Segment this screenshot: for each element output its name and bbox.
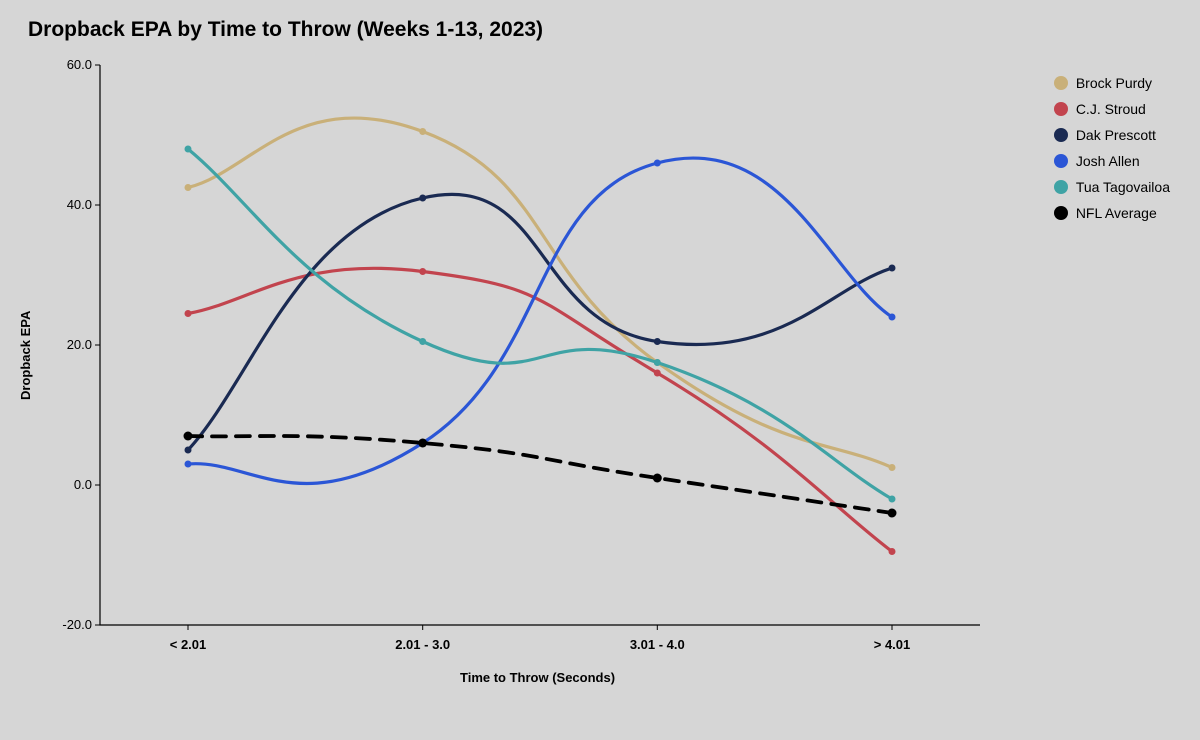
x-tick-label: 3.01 - 4.0 bbox=[630, 637, 685, 652]
series-marker bbox=[889, 464, 896, 471]
series-marker bbox=[654, 359, 661, 366]
series-marker bbox=[654, 370, 661, 377]
y-tick-label: 60.0 bbox=[42, 57, 92, 72]
legend-label: Dak Prescott bbox=[1076, 122, 1156, 148]
legend-label: C.J. Stroud bbox=[1076, 96, 1146, 122]
x-tick-label: 2.01 - 3.0 bbox=[395, 637, 450, 652]
series-marker bbox=[185, 146, 192, 153]
series-marker bbox=[889, 548, 896, 555]
chart-title: Dropback EPA by Time to Throw (Weeks 1-1… bbox=[28, 18, 543, 42]
legend-label: Josh Allen bbox=[1076, 148, 1140, 174]
legend-item: Tua Tagovailoa bbox=[1054, 174, 1170, 200]
legend-item: NFL Average bbox=[1054, 200, 1170, 226]
legend-swatch bbox=[1054, 206, 1068, 220]
legend-item: Brock Purdy bbox=[1054, 70, 1170, 96]
series-marker bbox=[418, 439, 427, 448]
legend-label: Tua Tagovailoa bbox=[1076, 174, 1170, 200]
legend-swatch bbox=[1054, 102, 1068, 116]
series-marker bbox=[185, 184, 192, 191]
plot-area bbox=[100, 65, 980, 625]
legend-label: NFL Average bbox=[1076, 200, 1157, 226]
legend-swatch bbox=[1054, 128, 1068, 142]
series-marker bbox=[654, 338, 661, 345]
series-marker bbox=[185, 310, 192, 317]
x-tick-label: > 4.01 bbox=[874, 637, 911, 652]
series-marker bbox=[419, 128, 426, 135]
legend: Brock PurdyC.J. StroudDak PrescottJosh A… bbox=[1054, 70, 1170, 226]
series-marker bbox=[888, 509, 897, 518]
legend-item: Josh Allen bbox=[1054, 148, 1170, 174]
series-line bbox=[188, 436, 892, 513]
legend-item: Dak Prescott bbox=[1054, 122, 1170, 148]
y-tick-label: 40.0 bbox=[42, 197, 92, 212]
y-tick-label: -20.0 bbox=[42, 617, 92, 632]
legend-item: C.J. Stroud bbox=[1054, 96, 1170, 122]
y-axis-label: Dropback EPA bbox=[18, 311, 33, 400]
series-marker bbox=[185, 447, 192, 454]
series-line bbox=[188, 268, 892, 551]
series-marker bbox=[889, 496, 896, 503]
series-marker bbox=[889, 265, 896, 272]
series-marker bbox=[654, 160, 661, 167]
series-marker bbox=[419, 338, 426, 345]
axes bbox=[100, 65, 980, 625]
y-tick-label: 0.0 bbox=[42, 477, 92, 492]
legend-swatch bbox=[1054, 76, 1068, 90]
series-marker bbox=[419, 195, 426, 202]
legend-swatch bbox=[1054, 154, 1068, 168]
series-marker bbox=[889, 314, 896, 321]
legend-swatch bbox=[1054, 180, 1068, 194]
legend-label: Brock Purdy bbox=[1076, 70, 1152, 96]
y-tick-label: 20.0 bbox=[42, 337, 92, 352]
series-marker bbox=[184, 432, 193, 441]
x-axis-label: Time to Throw (Seconds) bbox=[460, 670, 615, 685]
series-marker bbox=[653, 474, 662, 483]
series-marker bbox=[185, 461, 192, 468]
series-marker bbox=[419, 268, 426, 275]
x-tick-label: < 2.01 bbox=[170, 637, 207, 652]
